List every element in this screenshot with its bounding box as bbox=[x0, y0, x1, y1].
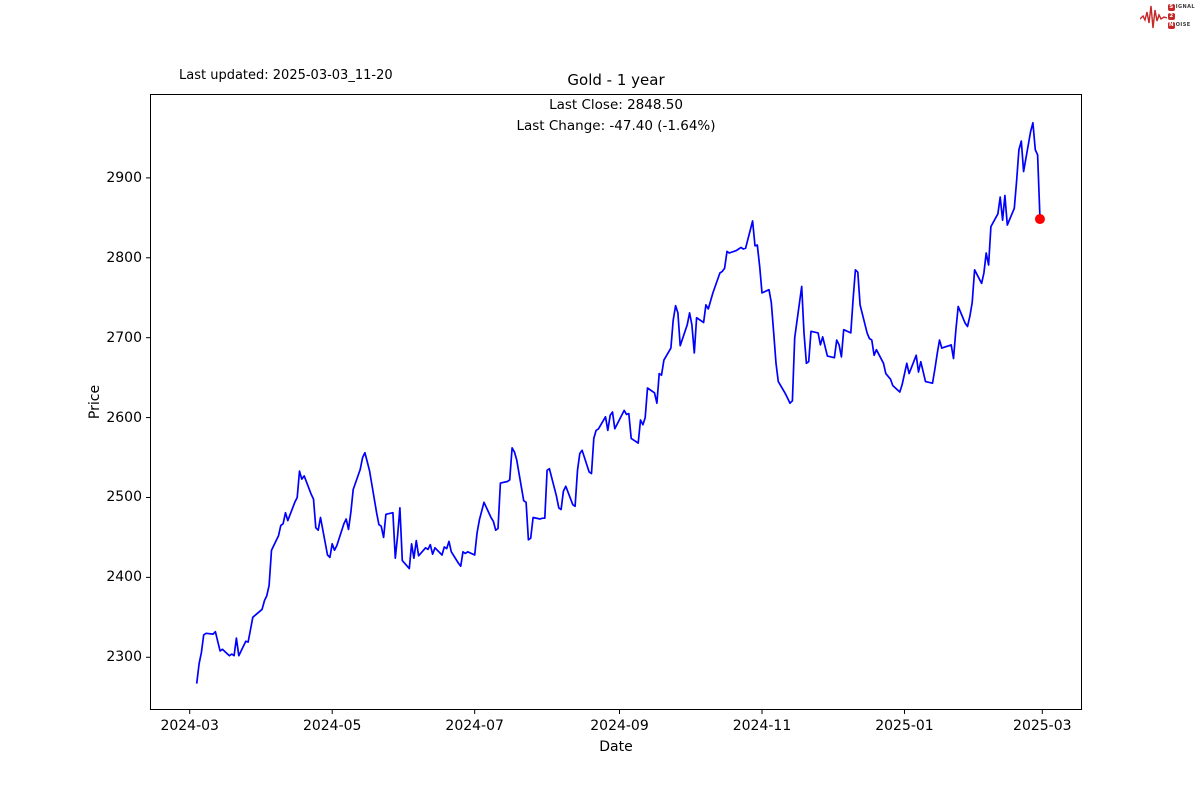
logo-letters: OISE bbox=[1175, 22, 1191, 28]
waveform-icon bbox=[1139, 5, 1167, 29]
last-change-text: Last Change: -47.40 (-1.64%) bbox=[516, 118, 716, 134]
y-tick-label: 2900 bbox=[106, 169, 142, 186]
x-tick-label: 2025-03 bbox=[1013, 718, 1072, 734]
logo-letter-box: N bbox=[1167, 21, 1175, 29]
x-tick-label: 2024-05 bbox=[302, 718, 362, 734]
last-close-text: Last Close: 2848.50 bbox=[549, 97, 683, 113]
chart-annotation: Last Close: 2848.50 Last Change: -47.40 … bbox=[150, 95, 1082, 137]
signal2noise-logo: S IGNAL 2 N OISE bbox=[1139, 3, 1195, 29]
logo-row: 2 bbox=[1167, 12, 1195, 20]
axes-box bbox=[150, 94, 1082, 710]
gold-price-line bbox=[195, 121, 1041, 684]
last-updated-text: Last updated: 2025-03-03_11-20 bbox=[179, 68, 393, 83]
y-tick-label: 2600 bbox=[106, 409, 142, 426]
logo-row: N OISE bbox=[1167, 21, 1195, 29]
x-axis-label: Date bbox=[599, 739, 633, 755]
logo-letter-box: 2 bbox=[1167, 12, 1175, 20]
x-tick-label: 2024-09 bbox=[590, 718, 649, 734]
y-tick-label: 2400 bbox=[106, 569, 142, 586]
logo-letters: IGNAL bbox=[1175, 4, 1195, 10]
x-tick-label: 2025-01 bbox=[875, 718, 934, 734]
x-tick-label: 2024-07 bbox=[445, 718, 504, 734]
logo-letter-box: S bbox=[1167, 3, 1175, 11]
x-tick-label: 2024-11 bbox=[732, 718, 792, 734]
last-close-marker bbox=[1034, 214, 1045, 225]
logo-row: S IGNAL bbox=[1167, 3, 1195, 11]
x-tick-label: 2024-03 bbox=[160, 718, 219, 734]
y-tick-label: 2700 bbox=[106, 329, 142, 346]
y-tick-label: 2300 bbox=[106, 649, 142, 666]
chart-title: Gold - 1 year bbox=[567, 71, 665, 89]
logo-text: S IGNAL 2 N OISE bbox=[1167, 3, 1195, 29]
y-tick-label: 2800 bbox=[106, 249, 142, 266]
y-tick-label: 2500 bbox=[106, 489, 142, 506]
